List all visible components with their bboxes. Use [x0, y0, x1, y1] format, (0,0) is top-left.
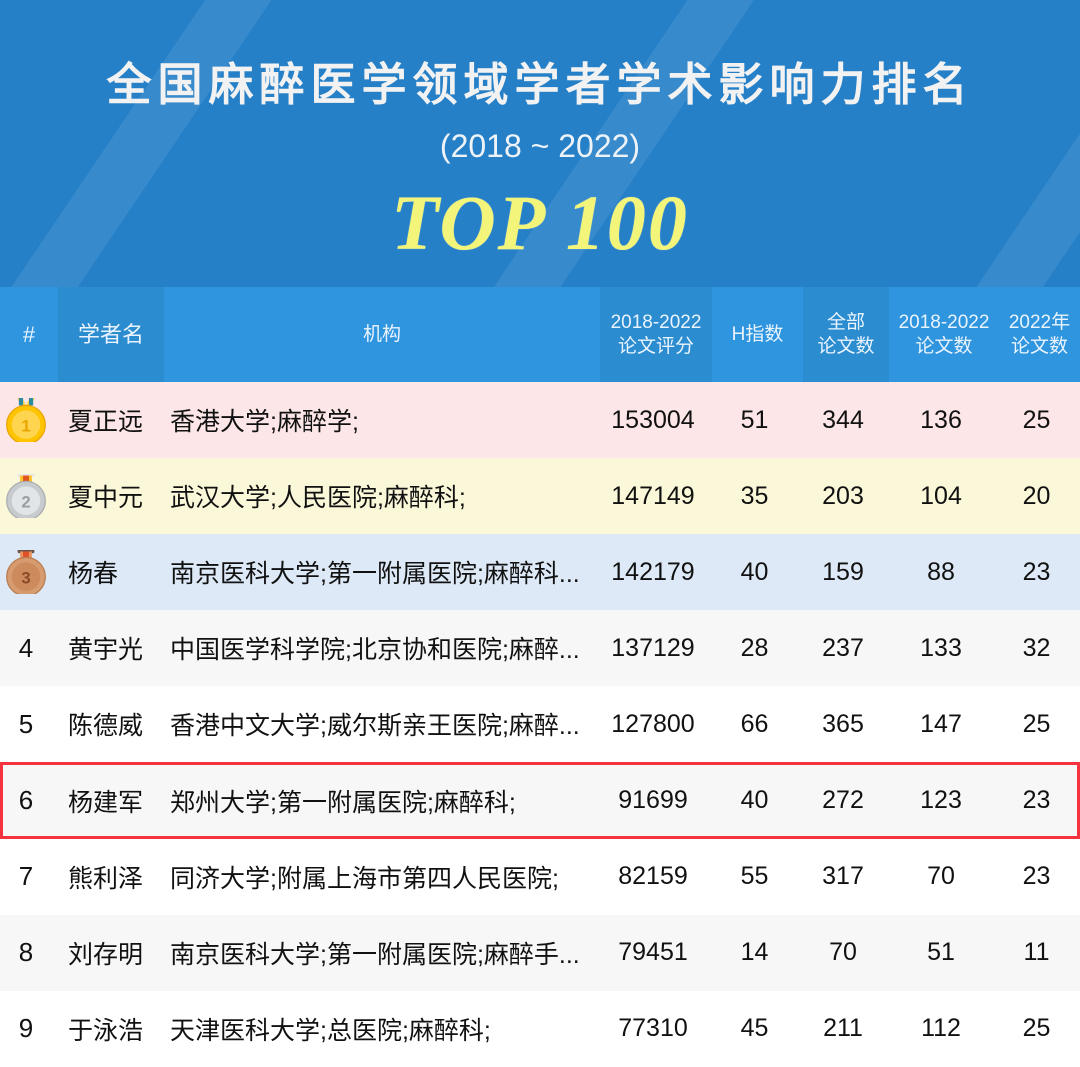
svg-text:3: 3 [21, 568, 30, 587]
svg-text:1: 1 [21, 416, 30, 435]
svg-text:2: 2 [21, 492, 30, 511]
